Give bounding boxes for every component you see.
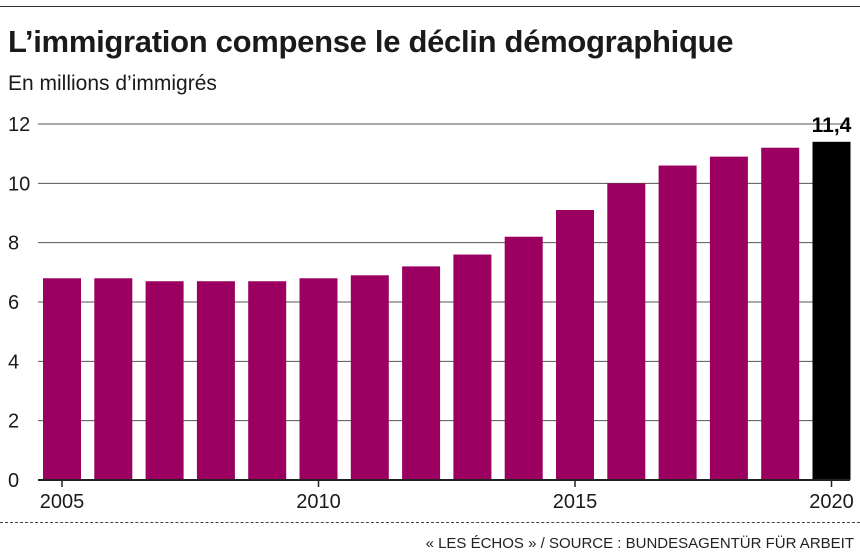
footer-divider [0,522,860,523]
y-tick-label: 12 [8,114,30,136]
y-tick-label: 2 [8,411,19,433]
y-tick-label: 10 [8,173,30,195]
chart-title: L’immigration compense le déclin démogra… [8,24,734,59]
y-tick-label: 4 [8,351,19,373]
bar-2006 [94,278,133,480]
bar-2008 [196,281,235,480]
y-tick-label: 0 [8,470,19,492]
x-tick-label: 2005 [40,491,85,513]
bar-2015 [556,210,594,481]
y-tick-label: 8 [8,233,19,255]
bar-2014 [504,236,543,480]
bar-2019 [761,147,800,480]
y-tick-label: 6 [8,292,19,314]
bar-2009 [248,281,287,480]
chart-subtitle: En millions d’immigrés [8,72,217,95]
bar-2007 [145,281,184,480]
bar-2017 [658,165,697,481]
bar-2016 [607,183,646,481]
x-tick-label: 2010 [296,491,341,513]
bar-2011 [350,275,389,480]
data-label: 11,4 [812,114,852,137]
bar-2005 [43,278,81,480]
bar-2020 [812,141,851,481]
x-tick-label: 2020 [809,491,854,513]
bar-2018 [709,156,748,480]
bar-2013 [453,254,492,480]
bar-2010 [299,278,338,480]
bar-2012 [402,266,441,480]
top-rule [0,6,860,7]
source-credit: « LES ÉCHOS » / SOURCE : BUNDESAGENTÜR F… [425,535,854,552]
x-tick-label: 2015 [553,491,598,513]
